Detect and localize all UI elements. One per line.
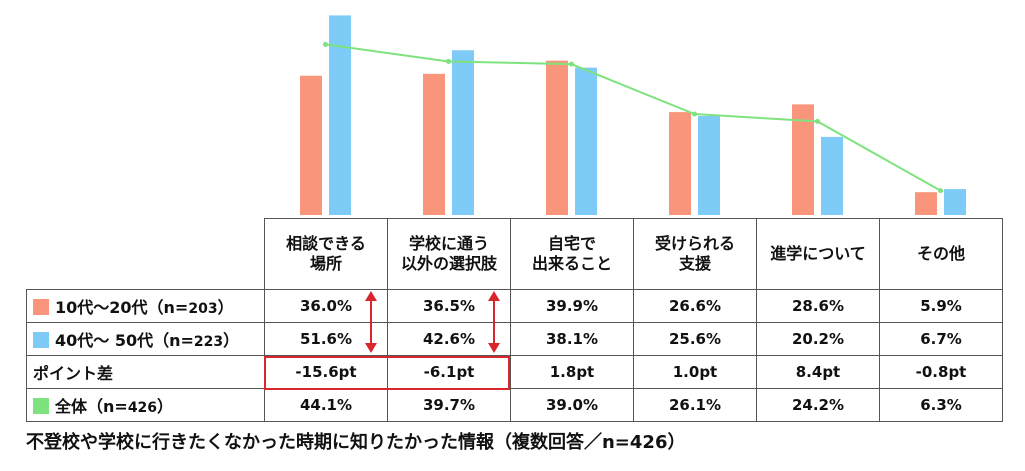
- value-cell: 5.9%: [879, 289, 1003, 323]
- header-cell: 進学について: [756, 218, 880, 290]
- bar-40-50: [821, 136, 843, 215]
- value-cell: 1.8pt: [510, 355, 634, 389]
- value-cell: 25.6%: [633, 322, 757, 356]
- value-cell: 8.4pt: [756, 355, 880, 389]
- value-cell: 26.1%: [633, 388, 757, 422]
- legend-swatch-total: [33, 398, 49, 414]
- bar-10-20: [792, 104, 814, 215]
- bar-40-50: [944, 189, 966, 215]
- total-point: [323, 41, 328, 47]
- legend-swatch-10-20: [33, 299, 49, 315]
- total-point: [692, 111, 697, 117]
- row-label: 40代～ 50代（n=223）: [26, 322, 265, 356]
- difference-highlight-box: [264, 356, 510, 390]
- total-point: [815, 118, 820, 124]
- data-table: 相談できる 場所 学校に通う 以外の選択肢 自宅で 出来ること 受けられる 支援 進学に…: [26, 218, 1003, 422]
- row-label: 10代～20代（n=203）: [26, 289, 265, 323]
- header-row: 相談できる 場所 学校に通う 以外の選択肢 自宅で 出来ること 受けられる 支援 進学に…: [26, 218, 1003, 290]
- bar-40-50: [698, 115, 720, 215]
- row-total: 全体（n=426） 44.1% 39.7% 39.0% 26.1% 24.2% …: [26, 388, 1003, 422]
- value-cell: 36.0%: [264, 289, 388, 323]
- row-10-20: 10代～20代（n=203） 36.0% 36.5% 39.9% 26.6% 2…: [26, 289, 1003, 323]
- bar-40-50: [329, 15, 351, 215]
- value-cell: 44.1%: [264, 388, 388, 422]
- row-40-50: 40代～ 50代（n=223） 51.6% 42.6% 38.1% 25.6% …: [26, 322, 1003, 356]
- value-cell: -0.8pt: [879, 355, 1003, 389]
- value-cell: 26.6%: [633, 289, 757, 323]
- bar-line-chart: [300, 15, 966, 216]
- value-cell: 6.7%: [879, 322, 1003, 356]
- row-point-diff: ポイント差 -15.6pt -6.1pt 1.8pt 1.0pt 8.4pt -…: [26, 355, 1003, 389]
- value-cell: 28.6%: [756, 289, 880, 323]
- header-cell: その他: [879, 218, 1003, 290]
- bar-10-20: [546, 60, 568, 215]
- difference-arrow-icon: [488, 291, 500, 353]
- bar-10-20: [915, 192, 937, 215]
- bar-10-20: [669, 112, 691, 215]
- value-cell: -15.6pt: [264, 355, 388, 389]
- value-cell: 20.2%: [756, 322, 880, 356]
- corner-cell: [26, 218, 265, 290]
- bar-10-20: [423, 73, 445, 215]
- header-cell: 受けられる 支援: [633, 218, 757, 290]
- bar-40-50: [575, 67, 597, 215]
- value-cell: 39.7%: [387, 388, 511, 422]
- value-cell: 39.0%: [510, 388, 634, 422]
- value-cell: 38.1%: [510, 322, 634, 356]
- value-cell: 51.6%: [264, 322, 388, 356]
- legend-swatch-40-50: [33, 332, 49, 348]
- header-cell: 自宅で 出来ること: [510, 218, 634, 290]
- value-cell: 24.2%: [756, 388, 880, 422]
- difference-arrow-icon: [365, 291, 377, 353]
- value-cell: 6.3%: [879, 388, 1003, 422]
- header-cell: 学校に通う 以外の選択肢: [387, 218, 511, 290]
- value-cell: 39.9%: [510, 289, 634, 323]
- total-line: [325, 43, 941, 192]
- row-label: 全体（n=426）: [26, 388, 265, 422]
- value-cell: 42.6%: [387, 322, 511, 356]
- bar-10-20: [300, 75, 322, 215]
- total-point: [569, 61, 574, 67]
- chart-caption: 不登校や学校に行きたくなかった時期に知りたかった情報（複数回答／n=426）: [26, 432, 686, 453]
- bar-40-50: [452, 50, 474, 216]
- value-cell: 1.0pt: [633, 355, 757, 389]
- total-point: [938, 188, 943, 194]
- total-point: [446, 58, 451, 64]
- header-cell: 相談できる 場所: [264, 218, 388, 290]
- row-label: ポイント差: [26, 355, 265, 389]
